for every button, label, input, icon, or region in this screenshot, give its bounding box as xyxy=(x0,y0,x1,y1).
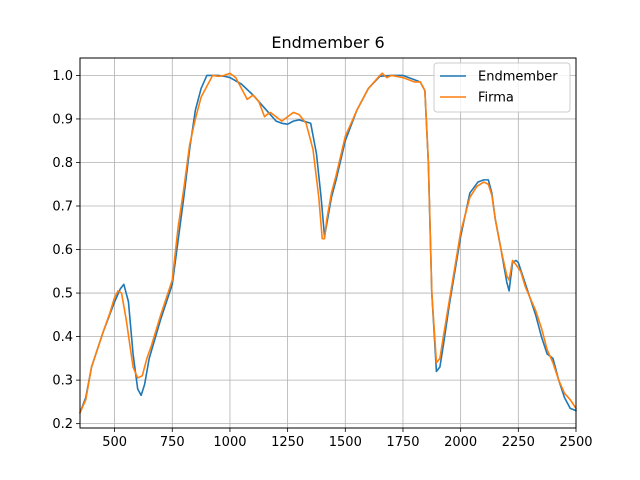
x-tick-label: 2500 xyxy=(559,435,592,450)
x-axis: 500 750 1000 1250 1500 1750 2000 2250 2500 xyxy=(102,428,593,450)
legend-label: Endmember xyxy=(478,70,558,85)
x-tick-label: 2250 xyxy=(502,435,535,450)
series-line-endmember xyxy=(79,74,577,414)
x-tick-label: 1500 xyxy=(329,435,362,450)
grid xyxy=(80,58,577,428)
x-tick-label: 1250 xyxy=(271,435,304,450)
y-tick-label: 0.8 xyxy=(52,156,73,171)
legend: Endmember Firma xyxy=(433,62,571,113)
y-tick-label: 0.4 xyxy=(52,330,73,345)
y-tick-label: 0.6 xyxy=(52,243,73,258)
x-tick-label: 1750 xyxy=(386,435,419,450)
legend-box xyxy=(433,62,571,113)
y-tick-label: 0.5 xyxy=(52,287,73,302)
y-tick-label: 0.9 xyxy=(52,112,73,127)
chart-title: Endmember 6 xyxy=(271,33,384,52)
y-tick-label: 0.2 xyxy=(52,417,73,432)
y-tick-label: 0.3 xyxy=(52,374,73,389)
x-tick-label: 1000 xyxy=(213,435,246,450)
x-tick-label: 2000 xyxy=(444,435,477,450)
series-group xyxy=(79,72,577,414)
plot-frame xyxy=(79,57,577,429)
x-tick-label: 500 xyxy=(102,435,127,450)
y-tick-label: 0.7 xyxy=(52,200,73,215)
legend-label: Firma xyxy=(478,91,514,106)
y-axis: 0.2 0.3 0.4 0.5 0.6 0.7 0.8 0.9 1.0 xyxy=(52,69,80,432)
series-line-firma xyxy=(79,72,577,414)
x-tick-label: 750 xyxy=(160,435,185,450)
y-tick-label: 1.0 xyxy=(52,69,73,84)
